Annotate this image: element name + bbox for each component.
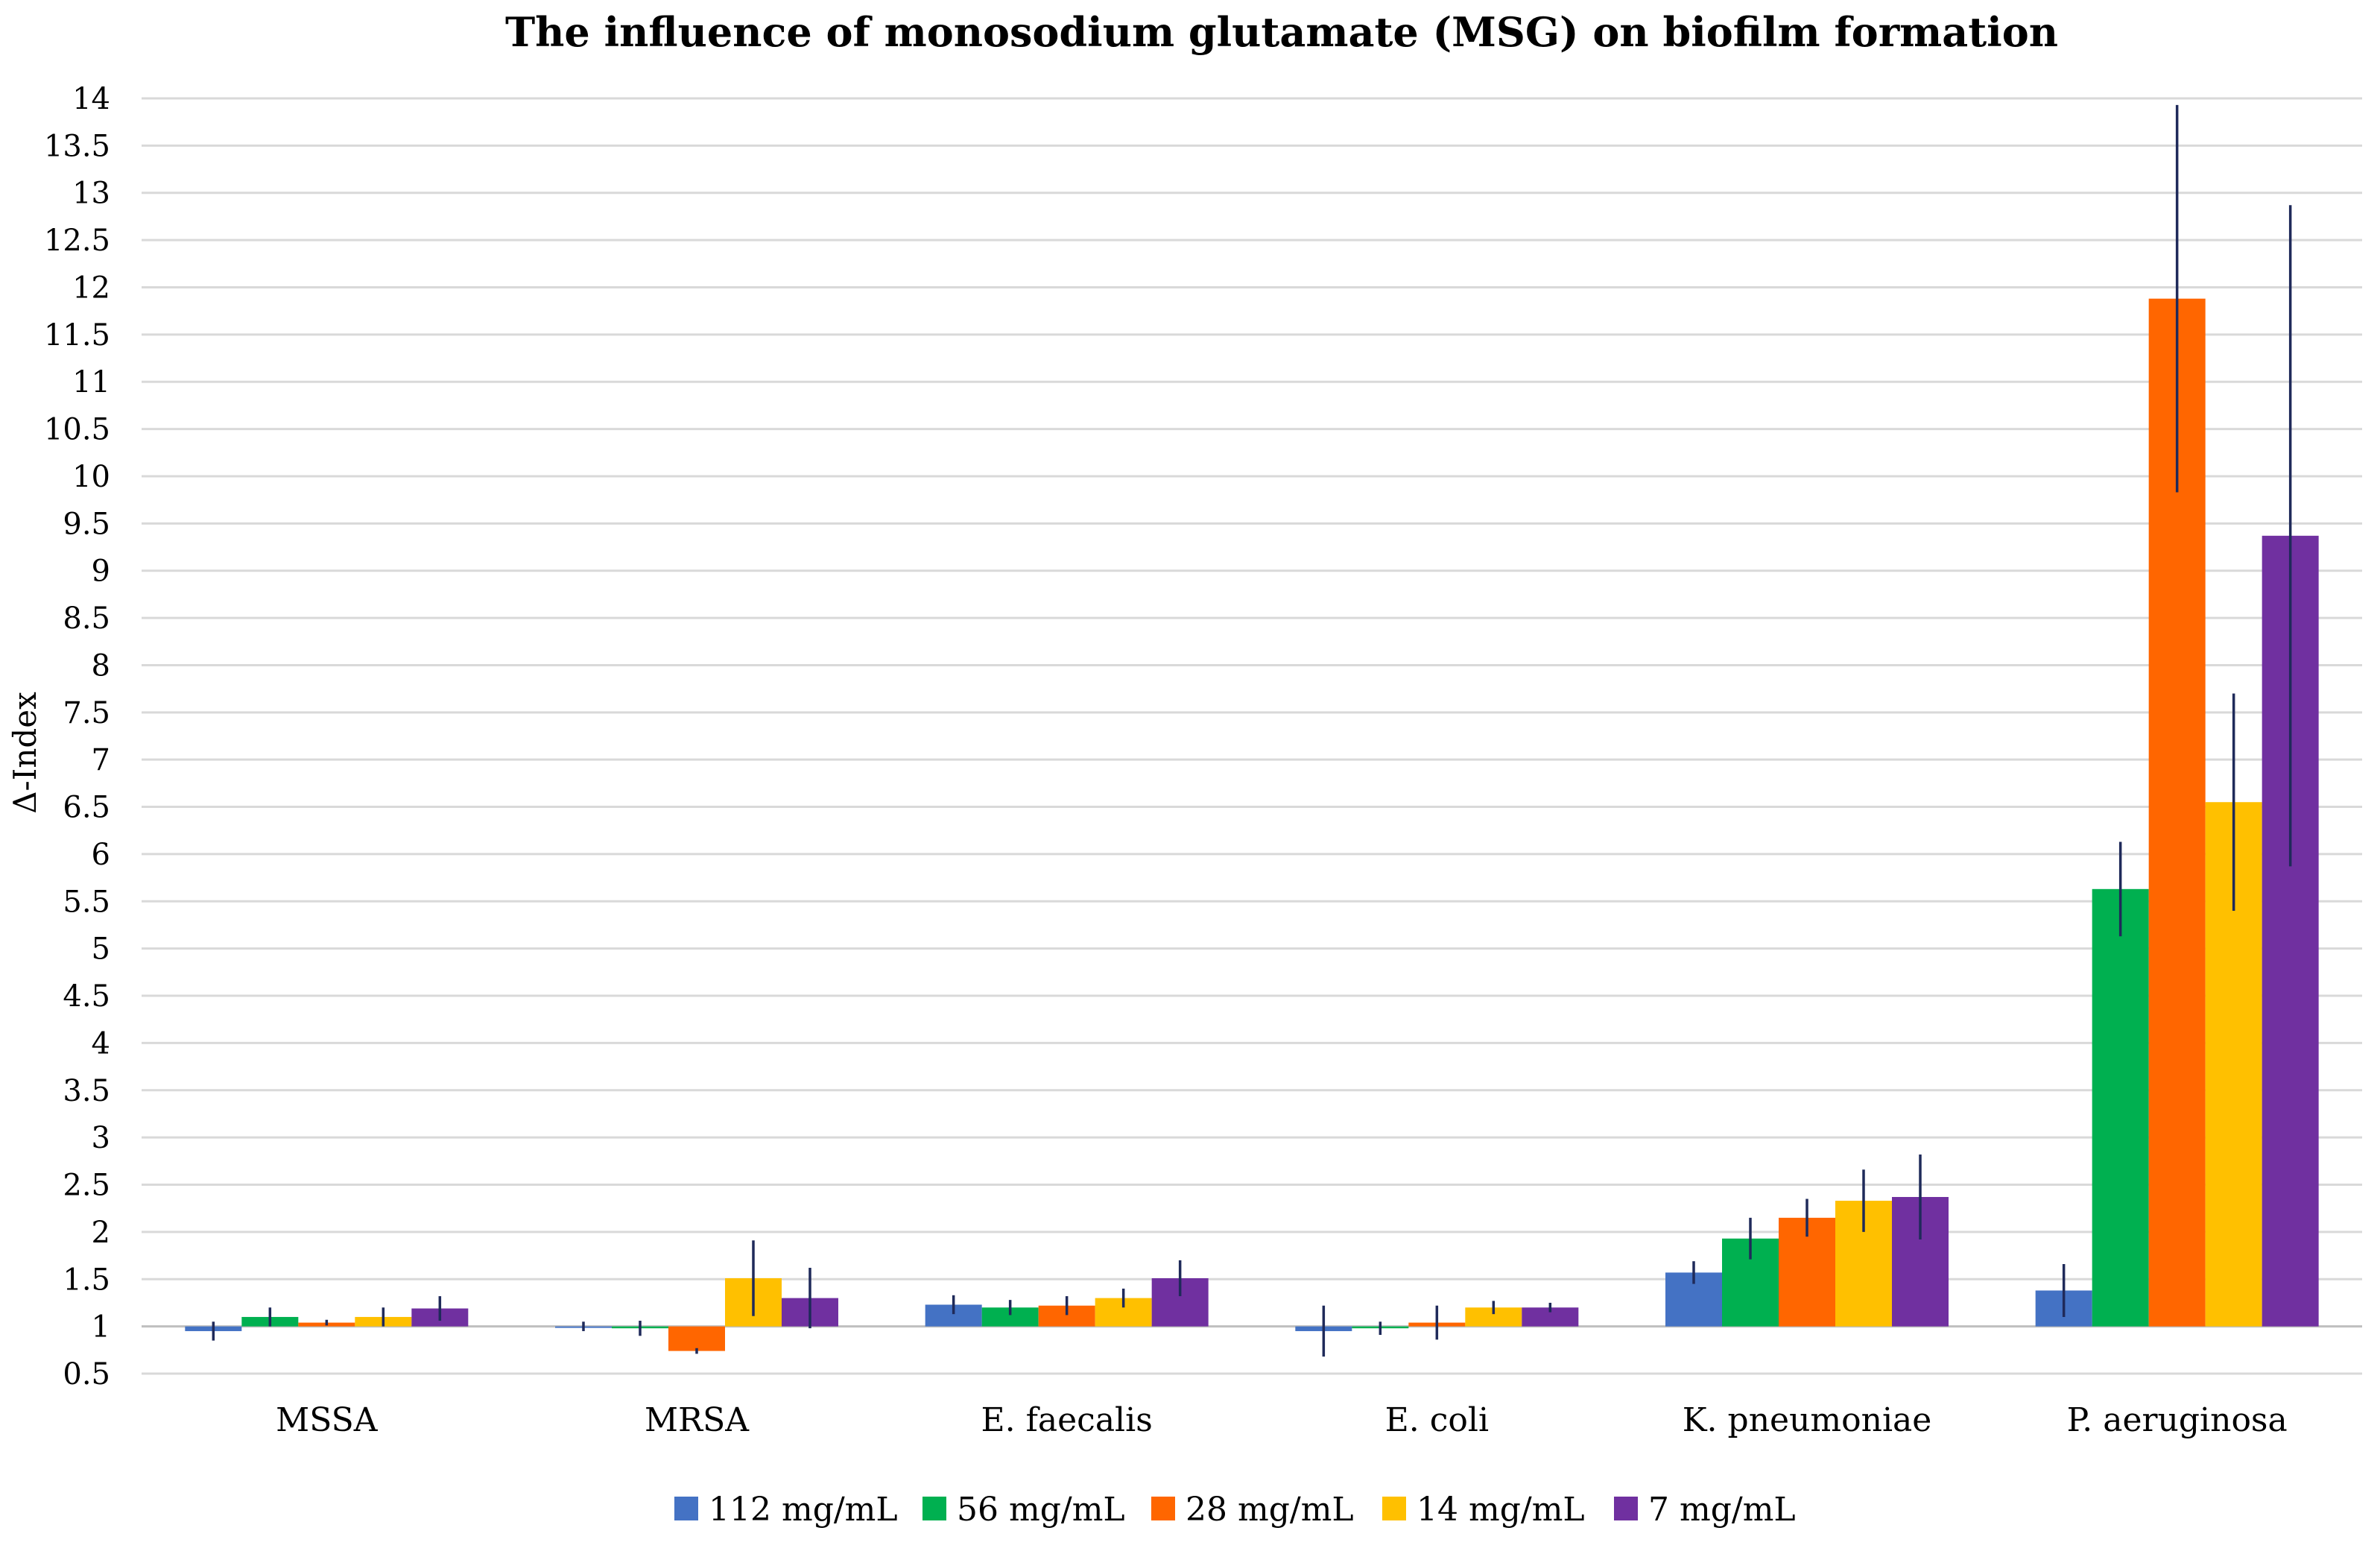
y-tick-label: 10.5: [44, 413, 110, 447]
legend: 112 mg/mL 56 mg/mL 28 mg/mL 14 mg/mL 7 mg/mL: [674, 1491, 1796, 1529]
y-tick-label: 13.5: [44, 129, 110, 163]
gridlines: [142, 97, 2362, 1375]
y-tick-label: 14: [72, 82, 110, 116]
category-label: P. aeruginosa: [2067, 1401, 2288, 1439]
bar: [2092, 888, 2149, 1327]
y-tick-label: 13: [72, 177, 110, 211]
y-tick-label: 5: [92, 932, 110, 967]
y-tick-label: 3: [92, 1121, 110, 1155]
y-tick-label: 10: [72, 460, 110, 494]
y-tick-label: 3.5: [63, 1074, 110, 1108]
y-tick-label: 4.5: [63, 979, 110, 1014]
legend-label: 7 mg/mL: [1648, 1491, 1796, 1529]
y-tick-label: 12.5: [44, 224, 110, 258]
error-bars: [212, 104, 2292, 1357]
y-tick-label: 9: [92, 555, 110, 589]
y-axis-label: Δ-Index: [7, 692, 43, 814]
y-tick-label: 11.5: [44, 318, 110, 353]
category-label: MRSA: [645, 1401, 750, 1439]
y-tick-label: 1.5: [63, 1263, 110, 1297]
bar: [668, 1326, 725, 1351]
y-tick-label: 8: [92, 648, 110, 683]
legend-swatch: [1151, 1497, 1175, 1520]
legend-swatch: [922, 1497, 946, 1520]
y-tick-label: 8.5: [63, 601, 110, 636]
legend-label: 28 mg/mL: [1186, 1491, 1354, 1529]
y-tick-label: 12: [72, 271, 110, 305]
category-labels: MSSA MRSA E. faecalis E. coli K. pneumoniae P…: [276, 1401, 2288, 1439]
category-label: MSSA: [276, 1401, 379, 1439]
legend-label: 56 mg/mL: [957, 1491, 1125, 1529]
category-label: K. pneumoniae: [1683, 1401, 1932, 1439]
legend-swatch: [1614, 1497, 1638, 1520]
y-tick-label: 2.5: [63, 1169, 110, 1203]
y-tick-label: 9.5: [63, 507, 110, 541]
y-tick-label: 7: [92, 743, 110, 777]
y-tick-label: 7.5: [63, 696, 110, 730]
legend-label: 14 mg/mL: [1417, 1491, 1585, 1529]
y-tick-label: 4: [92, 1026, 110, 1061]
y-tick-label: 5.5: [63, 885, 110, 919]
legend-swatch: [1382, 1497, 1406, 1520]
y-tick-label: 11: [72, 365, 110, 399]
category-label: E. faecalis: [981, 1401, 1153, 1439]
legend-swatch: [674, 1497, 698, 1520]
y-tick-label: 6.5: [63, 791, 110, 825]
chart-title: The influence of monosodium glutamate (M…: [505, 8, 2058, 56]
y-tick-labels: 0.511.522.533.544.555.566.577.588.599.51…: [44, 82, 110, 1392]
y-tick-label: 0.5: [63, 1357, 110, 1392]
bars: [185, 298, 2319, 1351]
y-tick-label: 1: [92, 1310, 110, 1345]
legend-label: 112 mg/mL: [709, 1491, 898, 1529]
category-label: E. coli: [1385, 1401, 1489, 1439]
y-tick-label: 2: [92, 1216, 110, 1250]
y-tick-label: 6: [92, 838, 110, 872]
